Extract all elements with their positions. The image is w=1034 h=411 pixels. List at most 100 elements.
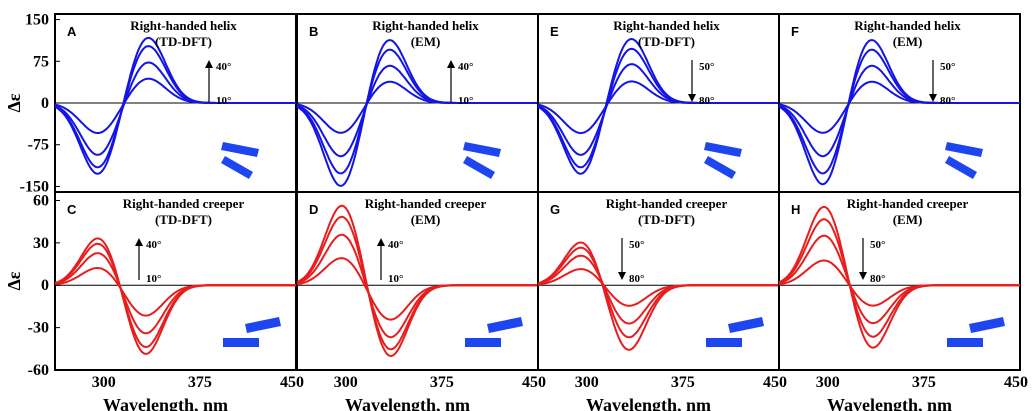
x-axis-label: Wavelength, nm [827, 395, 952, 411]
x-tick-label: 450 [280, 374, 304, 391]
series-line [54, 237, 296, 355]
y-tick-label: -30 [28, 320, 49, 337]
x-axis-label: Wavelength, nm [103, 395, 228, 411]
x-axis-label: Wavelength, nm [586, 395, 711, 411]
creeper-rod-icon [465, 338, 501, 347]
angle-label-top: 50° [870, 239, 885, 251]
panel-f: F Right-handed helix(EM) 50° 80° [778, 13, 1021, 193]
panel-letter: H [791, 202, 800, 217]
series-line [296, 64, 538, 158]
creeper-rod-icon [728, 317, 764, 333]
panel-g: G Right-handed creeper(TD-DFT) 50° 80° 300 37… [537, 191, 787, 411]
angle-label-top: 50° [940, 61, 955, 73]
creeper-rod-icon [245, 317, 281, 333]
series-line [296, 39, 538, 187]
panel-title-line1: Right-handed creeper [847, 196, 969, 211]
panel-frame [778, 191, 1021, 371]
angle-label-bottom: 80° [629, 273, 644, 285]
y-tick-label: -150 [20, 178, 49, 195]
panel-title-line2: (TD-DFT) [638, 212, 695, 227]
series-line [778, 48, 1020, 175]
x-tick-label: 450 [763, 374, 787, 391]
panel-letter: C [67, 202, 77, 217]
angle-label-bottom: 80° [699, 95, 714, 107]
panel-title-line1: Right-handed helix [130, 18, 237, 33]
x-tick-label: 450 [1004, 374, 1028, 391]
helix-rod-icon [704, 142, 742, 157]
series-line [537, 80, 779, 135]
series-line [537, 241, 779, 351]
panel-d: D Right-handed creeper(EM) 40° 10° 300 375 450… [296, 191, 546, 411]
y-tick-label: 30 [33, 235, 49, 252]
panel-title-line2: (TD-DFT) [638, 34, 695, 49]
series-line [537, 37, 779, 175]
creeper-rod-icon [706, 338, 742, 347]
helix-rod-icon [945, 142, 983, 157]
panel-title-line2: (EM) [411, 212, 441, 227]
creeper-rod-icon [223, 338, 259, 347]
x-axis-label: Wavelength, nm [345, 395, 470, 411]
series-line [778, 218, 1020, 338]
x-tick-label: 375 [912, 374, 936, 391]
x-tick-label: 300 [816, 374, 840, 391]
angle-label-bottom: 80° [870, 273, 885, 285]
helix-rod-icon [221, 142, 259, 157]
angle-label-bottom: 80° [940, 95, 955, 107]
panel-letter: G [550, 202, 560, 217]
panel-letter: B [309, 24, 318, 39]
y-axis-label: Δε [4, 271, 24, 290]
y-tick-label: 0 [41, 95, 49, 112]
panel-title-line1: Right-handed creeper [365, 196, 487, 211]
creeper-rod-icon [487, 317, 523, 333]
helix-rod-icon [463, 156, 495, 179]
panel-title-line1: Right-handed helix [613, 18, 720, 33]
panel-title-line2: (EM) [893, 212, 923, 227]
panel-title-line2: (TD-DFT) [155, 34, 212, 49]
y-tick-label: 60 [33, 192, 49, 209]
panel-h: H Right-handed creeper(EM) 50° 80° 300 375 450… [778, 191, 1028, 411]
series-line [537, 63, 779, 156]
series-line [778, 39, 1020, 186]
panel-title-line1: Right-handed helix [372, 18, 479, 33]
angle-label-bottom: 10° [216, 95, 231, 107]
panel-title-line2: (EM) [893, 34, 923, 49]
y-tick-label: -75 [28, 137, 49, 154]
panel-letter: D [309, 202, 318, 217]
x-tick-label: 375 [188, 374, 212, 391]
angle-label-top: 40° [458, 61, 473, 73]
series-line [54, 45, 296, 169]
series-line [296, 48, 538, 175]
creeper-rod-icon [947, 338, 983, 347]
panel-c: C Right-handed creeper(TD-DFT)40°10°60300… [4, 191, 304, 411]
series-line [778, 234, 1020, 325]
y-tick-label: 75 [33, 53, 49, 70]
angle-label-bottom: 10° [146, 273, 161, 285]
x-tick-label: 450 [522, 374, 546, 391]
x-tick-label: 300 [334, 374, 358, 391]
series-line [54, 266, 296, 317]
angle-label-top: 40° [146, 239, 161, 251]
series-line [54, 61, 296, 156]
angle-label-bottom: 10° [458, 95, 473, 107]
x-tick-label: 300 [92, 374, 116, 391]
series-line [778, 259, 1020, 307]
panel-letter: F [791, 24, 799, 39]
creeper-rod-icon [969, 317, 1005, 333]
x-tick-label: 300 [575, 374, 599, 391]
panel-title-line2: (EM) [411, 34, 441, 49]
y-tick-label: 0 [41, 277, 49, 294]
series-line [778, 64, 1020, 158]
series-line [296, 257, 538, 321]
series-line [537, 47, 779, 169]
panel-letter: E [550, 24, 559, 39]
helix-rod-icon [945, 156, 977, 179]
angle-label-top: 40° [216, 61, 231, 73]
panel-title-line1: Right-handed helix [854, 18, 961, 33]
series-line [296, 204, 538, 358]
y-axis-label: Δε [4, 93, 24, 112]
series-line [54, 36, 296, 175]
panel-title-line1: Right-handed creeper [123, 196, 245, 211]
panel-title-line1: Right-handed creeper [606, 196, 728, 211]
helix-rod-icon [221, 156, 253, 179]
